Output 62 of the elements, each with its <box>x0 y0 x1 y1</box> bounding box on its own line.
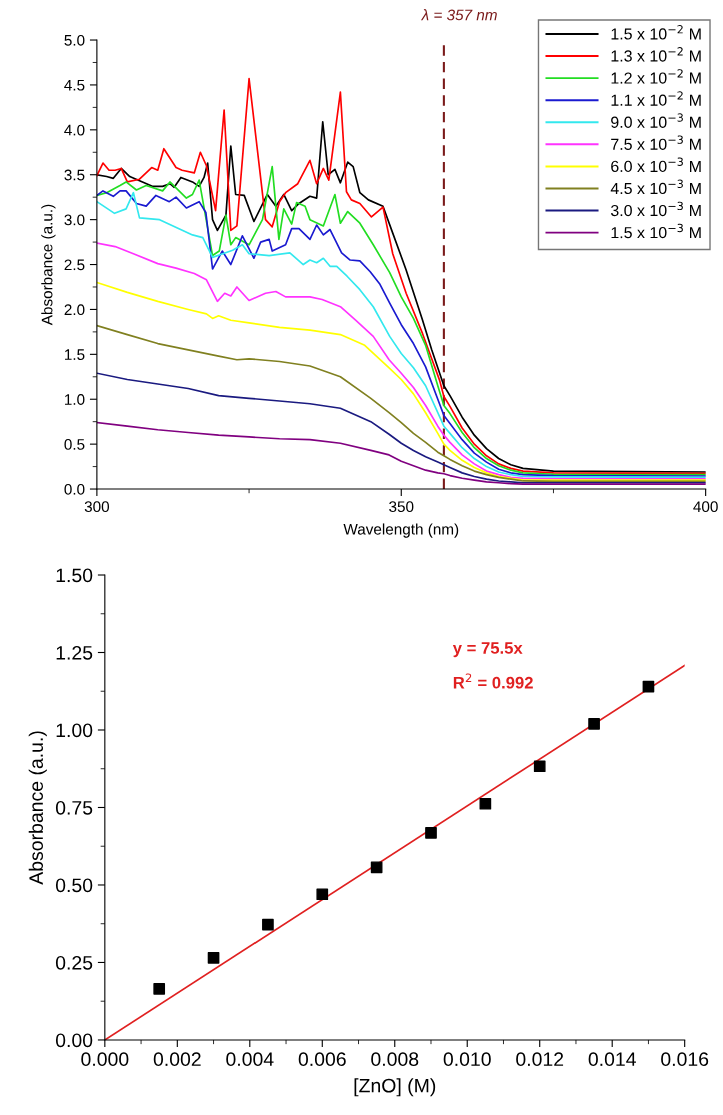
line-series <box>96 372 706 484</box>
y-tick-label: 0.00 <box>55 1033 93 1048</box>
legend-label: 1.2 x 10$^{−2}$ M <box>611 69 701 84</box>
x-axis-title: Wavelength (nm) <box>343 523 459 538</box>
y-tick-label: 0.5 <box>64 439 85 450</box>
y-tick-label: 4.0 <box>64 124 85 136</box>
x-tick-label: 400 <box>693 501 718 513</box>
y-tick-label: 0.75 <box>55 800 93 815</box>
point <box>533 760 546 773</box>
y-tick-label: 0.0 <box>64 483 85 495</box>
y-axis-title: Absorbance (a.u.) <box>28 731 47 885</box>
x-tick-label: 0.004 <box>226 1052 274 1067</box>
y-tick-label: 5.0 <box>64 34 85 46</box>
annotation: y = 75.5x <box>452 642 523 658</box>
y-tick-label: 1.0 <box>65 394 85 405</box>
y-tick-label: 0.50 <box>55 878 93 893</box>
x-tick-label: 0.016 <box>661 1052 709 1067</box>
y-tick-label: 3.0 <box>64 214 85 226</box>
x-tick-label: 0.012 <box>516 1052 564 1067</box>
point <box>207 951 220 964</box>
legend-label: 6.0 x 10$^{−3}$ M <box>611 157 701 173</box>
legend-label: 3.0 x 10$^{−3}$ M <box>610 201 701 217</box>
legend-label: 1.5 x 10$^{−3}$ M <box>611 223 701 239</box>
x-tick-label: 0.002 <box>153 1052 201 1067</box>
legend-label: 7.5 x 10$^{−3}$ M <box>611 135 701 150</box>
y-tick-label: 2.5 <box>64 259 85 271</box>
line-series <box>96 324 706 483</box>
ref-line-label: λ = 357 nm <box>420 9 497 21</box>
point <box>262 918 274 931</box>
x-tick-label: 0.008 <box>371 1052 419 1067</box>
y-tick-label: 0.25 <box>55 955 93 970</box>
point <box>642 680 655 693</box>
y-tick-label: 1.5 <box>65 349 85 361</box>
line-series <box>96 242 706 480</box>
legend-label: 4.5 x 10$^{−3}$ M <box>610 179 701 195</box>
y-tick-label: 1.00 <box>56 723 93 738</box>
x-tick-label: 0.010 <box>443 1052 491 1067</box>
y-axis-title: Absorbance (a.u.) <box>41 204 56 326</box>
y-tick-label: 1.50 <box>56 568 93 583</box>
y-tick-label: 3.5 <box>64 169 85 181</box>
point <box>153 982 166 995</box>
point <box>370 861 383 874</box>
x-tick-label: 0.006 <box>298 1052 346 1067</box>
legend-label: 1.5 x 10$^{−2}$ M <box>611 25 701 40</box>
y-tick-label: 2.0 <box>64 304 85 316</box>
x-tick-label: 0.000 <box>81 1052 129 1067</box>
x-tick-label: 0.014 <box>588 1052 636 1067</box>
line-series <box>96 421 706 485</box>
point <box>425 827 437 839</box>
x-axis-title: [ZnO] (M) <box>354 1078 436 1097</box>
legend-label: 1.3 x 10$^{−2}$ M <box>611 47 701 62</box>
point <box>588 717 600 730</box>
x-tick-label: 350 <box>389 501 414 513</box>
legend-label: 1.1 x 10$^{−2}$ M <box>611 91 701 106</box>
annotation: R$^{2}$ = 0.992 <box>453 673 533 689</box>
legend-label: 9.0 x 10$^{−3}$ M <box>611 113 701 128</box>
x-tick-label: 300 <box>84 501 110 513</box>
point <box>316 888 329 901</box>
point <box>479 797 492 810</box>
y-tick-label: 1.25 <box>56 645 93 660</box>
line-series <box>96 281 706 481</box>
y-tick-label: 4.5 <box>64 79 85 91</box>
